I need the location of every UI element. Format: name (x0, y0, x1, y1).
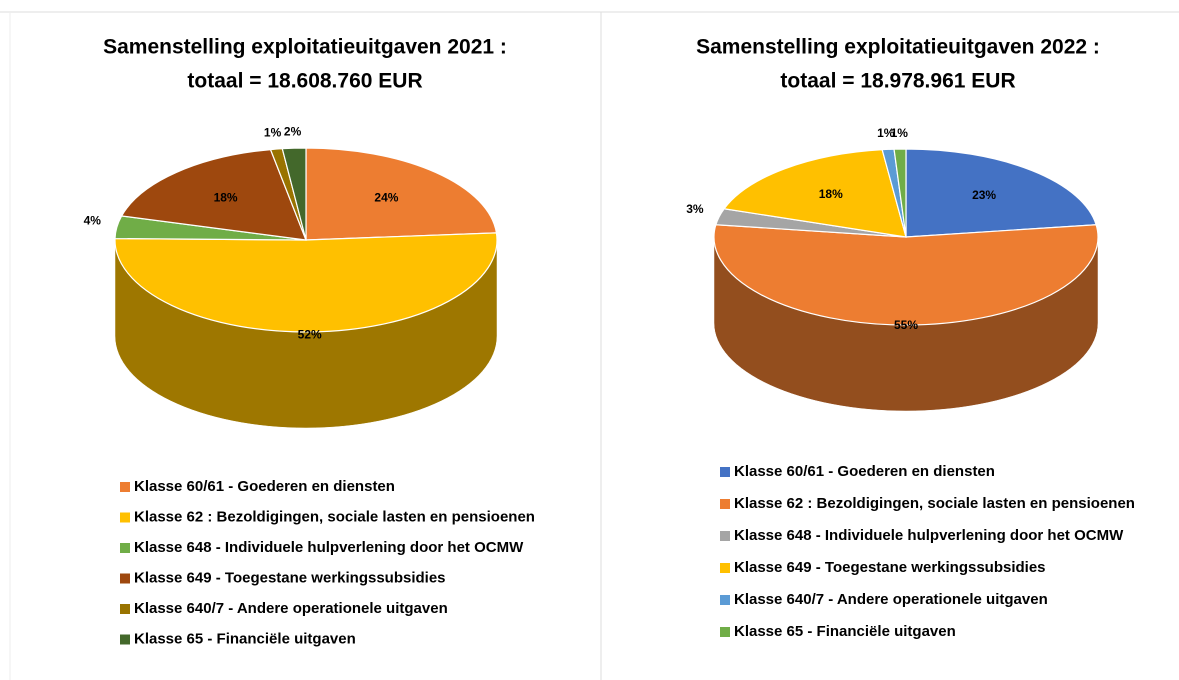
legend-swatch (720, 627, 730, 637)
legend-label: Klasse 640/7 - Andere operationele uitga… (134, 600, 448, 617)
chart-title: Samenstelling exploitatieuitgaven 2021 : (103, 36, 507, 59)
data-label: 4% (84, 214, 102, 228)
data-label: 1% (264, 125, 282, 139)
data-label: 52% (298, 328, 322, 342)
slice (120, 148, 307, 241)
slice (305, 147, 498, 241)
legend-label: Klasse 640/7 - Andere operationele uitga… (734, 591, 1048, 608)
legend-label: Klasse 648 - Individuele hulpverlening d… (734, 527, 1124, 544)
legend-swatch (120, 634, 130, 645)
slice (723, 149, 907, 238)
chart-title: Samenstelling exploitatieuitgaven 2022 : (696, 36, 1100, 59)
legend-label: Klasse 649 - Toegestane werkingssubsidie… (734, 559, 1046, 576)
chart-subtitle: totaal = 18.978.961 EUR (780, 70, 1015, 93)
legend-label: Klasse 648 - Individuele hulpverlening d… (134, 539, 524, 556)
legend-label: Klasse 649 - Toegestane werkingssubsidie… (134, 569, 446, 586)
legend-label: Klasse 65 - Financiële uitgaven (734, 623, 956, 640)
data-label: 55% (894, 318, 918, 332)
data-label: 23% (972, 188, 996, 202)
legend-swatch (120, 512, 130, 523)
legend-swatch (120, 543, 130, 553)
legend-label: Klasse 62 : Bezoldigingen, sociale laste… (734, 495, 1135, 512)
slice (905, 148, 1097, 238)
data-label: 18% (819, 187, 843, 201)
slice (114, 232, 498, 333)
legend-swatch (120, 573, 130, 584)
legend-swatch (120, 482, 130, 492)
slice (893, 148, 907, 238)
data-label: 1% (877, 126, 895, 140)
data-label: 18% (214, 190, 238, 204)
legend-label: Klasse 65 - Financiële uitgaven (134, 630, 356, 647)
data-label: 24% (374, 190, 398, 204)
data-label: 1% (891, 126, 909, 140)
slice (281, 147, 307, 241)
data-label: 3% (686, 202, 704, 216)
legend-swatch (720, 595, 730, 605)
legend-swatch (720, 499, 730, 509)
data-label: 2% (284, 124, 302, 138)
legend-swatch (720, 563, 730, 573)
slice (713, 224, 1099, 326)
legend-swatch (720, 531, 730, 541)
legend-swatch (120, 604, 130, 614)
legend-swatch (720, 467, 730, 477)
chart-subtitle: totaal = 18.608.760 EUR (187, 70, 422, 93)
legend-label: Klasse 62 : Bezoldigingen, sociale laste… (134, 508, 535, 525)
legend-label: Klasse 60/61 - Goederen en diensten (134, 478, 395, 495)
legend-label: Klasse 60/61 - Goederen en diensten (734, 463, 995, 480)
